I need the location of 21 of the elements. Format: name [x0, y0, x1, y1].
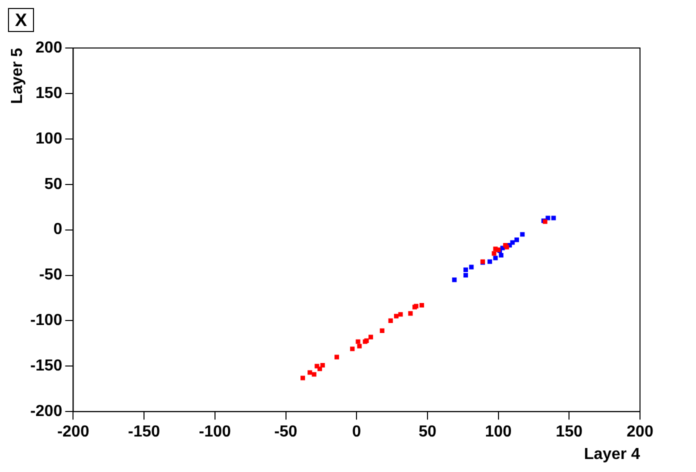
x-tick-label: -200 [57, 424, 90, 441]
y-tick-label: 150 [36, 84, 62, 102]
x-tick-label: 50 [418, 424, 436, 441]
x-tick-label: -100 [198, 424, 232, 441]
x-tick-label: 150 [556, 424, 583, 441]
x-axis-title: Layer 4 [584, 446, 640, 463]
y-axis-title: Layer 5 [9, 48, 26, 104]
x-tick-label: 200 [626, 424, 654, 441]
y-tick-label: -50 [39, 266, 62, 284]
y-tick-label: -150 [30, 358, 62, 375]
x-tick-label: -150 [128, 424, 160, 441]
y-tick-label: 100 [36, 130, 62, 148]
x-tick-label: 100 [484, 424, 512, 441]
y-tick-label: -100 [30, 312, 62, 330]
y-tick-label: 200 [36, 39, 62, 56]
y-tick-label: 50 [44, 176, 62, 193]
chart-title: X [8, 8, 34, 32]
x-tick-label: -50 [274, 424, 298, 441]
y-tick-label: -200 [30, 403, 62, 420]
x-tick-label: 0 [352, 424, 362, 441]
y-tick-label: 0 [53, 221, 62, 238]
